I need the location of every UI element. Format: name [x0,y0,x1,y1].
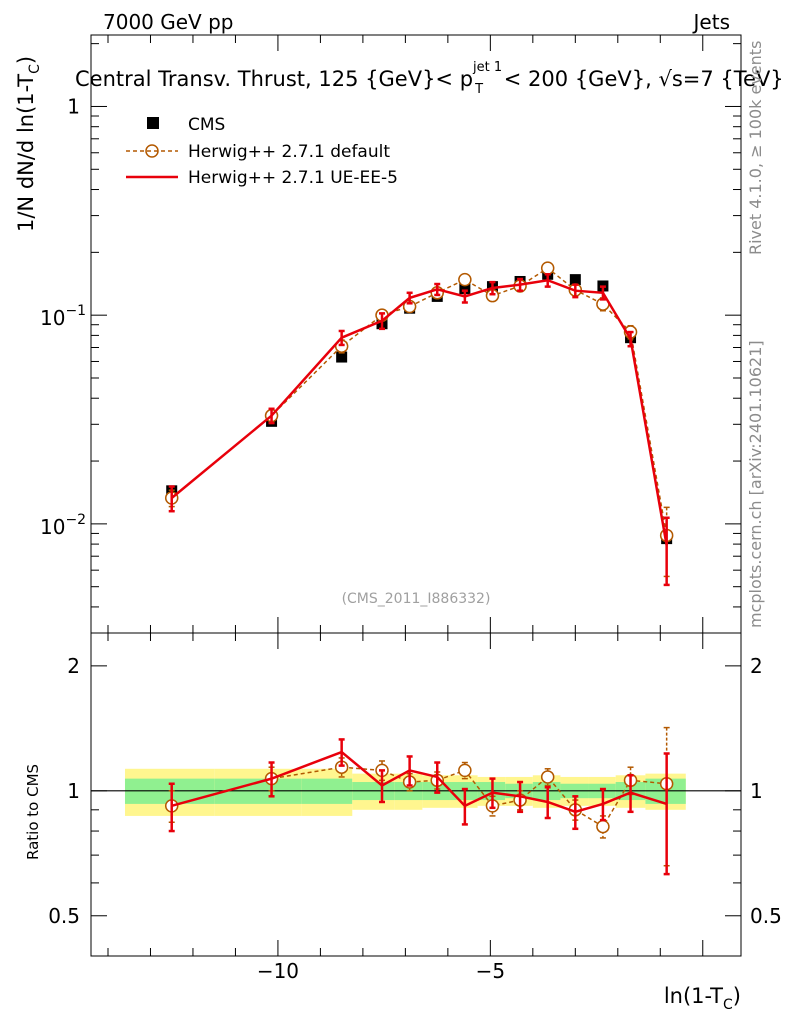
y-tick-label-main: 1 [67,94,80,118]
legend-label-default: Herwig++ 2.7.1 default [188,142,390,162]
cms-point [459,283,471,295]
y-tick-label-ratio-right: 2 [750,654,763,678]
x-axis-label-prefix: ln(1-T [664,984,723,1008]
herwig-default-point-ratio [596,819,610,834]
cms-point [336,351,348,363]
header-right: Jets [692,10,730,34]
legend-marker-default [145,144,159,158]
y-tick-label-exp: −2 [65,512,86,528]
analysis-watermark: (CMS_2011_I886332) [342,591,491,607]
herwig-default-line-main [171,267,668,536]
title-sub: T [474,82,483,97]
plot-title: Central Transv. Thrust, 125 {GeV}< pjet … [75,60,784,97]
legend: CMS Herwig++ 2.7.1 default Herwig++ 2.7.… [126,115,398,188]
y-axis-label-main-sub: C [27,64,43,74]
herwig-ueee5-line-ratio [171,750,668,814]
herwig-default-point-main [540,261,555,275]
title-post: < 200 {GeV}, √s=7 {TeV} [497,67,784,91]
y-axis-label-ratio: Ratio to CMS [24,764,42,860]
legend-label-cms: CMS [188,115,225,135]
y-tick-label-ratio-right: 1 [750,779,763,803]
y-tick-label-ratio: 1 [67,779,80,803]
y-tick-label-main: 10−2 [40,512,86,539]
x-tick-label: −10 [257,959,299,983]
y-tick-label-ratio: 0.5 [48,904,80,928]
x-axis-label-sub: C [723,997,733,1013]
herwig-default-point-main [458,272,472,287]
herwig-ueee5-line-main [170,278,668,546]
y-tick-label-ratio: 2 [67,654,80,678]
side-label-rivet: Rivet 4.1.0, ≥ 100k events [746,41,765,255]
data-series [164,261,674,876]
herwig-default-line-ratio [171,766,667,828]
x-axis-label-suffix: ) [733,984,741,1008]
axis-ticks: 110−110−22 21 10.5 0.5−10 −5 [40,35,782,983]
x-tick-label: −5 [476,959,505,983]
legend-marker-cms [147,117,159,129]
y-tick-label-base: 10 [40,515,65,539]
x-axis-label: ln(1-TC) [664,984,741,1013]
herwig-default-point-ratio [540,770,555,784]
y-axis-label-main-prefix: 1/N dN/d ln(1-T [14,74,38,232]
y-tick-label-ratio-right: 0.5 [750,904,782,928]
y-tick-label-exp: −1 [65,303,86,319]
cms-point [569,274,581,286]
header-left: 7000 GeV pp [103,10,234,34]
y-tick-label-main: 10−1 [40,303,86,330]
title-pre: Central Transv. Thrust, 125 {GeV}< p [75,67,473,91]
legend-label-ueee5: Herwig++ 2.7.1 UE-EE-5 [188,168,398,188]
y-axis-label-main: 1/N dN/d ln(1-TC) [14,56,43,232]
uncertainty-band [91,768,741,816]
herwig-default-point-ratio [458,763,472,778]
y-axis-label-main-suffix: ) [14,56,38,64]
ratio-frame [90,632,742,957]
side-label-mcplots: mcplots.cern.ch [arXiv:2401.10621] [746,340,765,628]
y-tick-label-base: 10 [40,306,65,330]
title-sup: jet 1 [472,60,502,75]
